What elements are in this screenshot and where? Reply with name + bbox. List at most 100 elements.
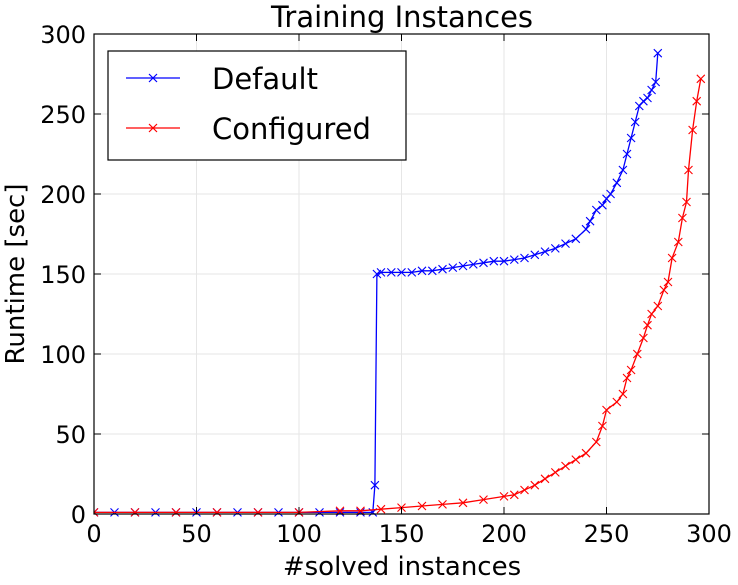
y-tick-label: 300 <box>40 21 86 49</box>
data-point-configured <box>571 455 581 464</box>
data-point-configured <box>673 237 683 247</box>
chart-title: Training Instances <box>270 0 533 34</box>
data-point-configured <box>550 468 560 477</box>
data-point-default <box>630 117 640 127</box>
x-tick-label: 100 <box>276 520 322 548</box>
data-point-default <box>448 263 458 272</box>
data-point-default <box>417 266 427 276</box>
data-point-configured <box>602 405 611 415</box>
data-point-configured <box>639 333 648 343</box>
data-point-default <box>427 266 437 276</box>
data-point-default <box>520 253 529 263</box>
x-tick-label: 250 <box>584 520 630 548</box>
x-tick-label: 150 <box>379 520 425 548</box>
data-point-configured <box>581 448 591 458</box>
legend-marker-configured <box>148 123 158 133</box>
data-point-configured <box>94 508 99 517</box>
series-layer <box>94 48 706 517</box>
data-point-configured <box>653 301 663 311</box>
data-point-default <box>468 260 478 269</box>
data-point-configured <box>520 485 529 495</box>
data-point-default <box>626 133 636 143</box>
data-point-configured <box>509 490 519 500</box>
data-point-default <box>479 258 488 268</box>
data-point-configured <box>626 365 636 375</box>
legend-marker-default <box>148 73 158 83</box>
data-point-configured <box>212 508 222 517</box>
data-point-default <box>550 244 560 253</box>
data-point-default <box>612 178 622 188</box>
y-axis-label: Runtime [sec] <box>1 184 31 365</box>
data-point-default <box>561 239 570 248</box>
legend-box <box>107 50 407 161</box>
data-point-default <box>438 264 447 274</box>
data-point-default <box>407 268 417 277</box>
data-point-configured <box>684 165 693 175</box>
data-point-configured <box>376 504 386 514</box>
y-tick-label: 150 <box>40 261 86 289</box>
data-point-configured <box>171 508 181 517</box>
y-tick-label: 100 <box>40 341 86 369</box>
data-point-configured <box>678 213 687 223</box>
data-point-configured <box>561 461 570 471</box>
data-point-configured <box>663 277 673 287</box>
data-point-configured <box>598 421 607 431</box>
x-tick-label: 0 <box>86 520 101 548</box>
x-tick-label: 200 <box>481 520 527 548</box>
data-point-configured <box>632 349 642 359</box>
y-tick-label: 50 <box>55 421 86 449</box>
x-axis-label: #solved instances <box>283 552 521 582</box>
data-point-default <box>598 200 607 210</box>
data-point-default <box>639 96 648 106</box>
data-point-configured <box>540 474 550 484</box>
data-point-default <box>530 250 540 260</box>
data-point-configured <box>479 495 488 504</box>
data-point-configured <box>659 285 669 295</box>
y-tick-label: 250 <box>40 101 86 129</box>
data-point-configured <box>618 389 628 399</box>
data-point-configured <box>591 437 601 447</box>
data-point-configured <box>696 74 706 84</box>
data-point-configured <box>253 508 263 517</box>
legend-label-configured: Configured <box>212 112 371 146</box>
x-tick-label: 50 <box>181 520 212 548</box>
data-point-default <box>581 224 591 234</box>
data-point-default <box>591 205 601 215</box>
data-point-default <box>335 508 345 517</box>
data-point-configured <box>417 501 427 511</box>
data-point-configured <box>530 480 540 490</box>
data-point-configured <box>612 397 622 407</box>
data-point-configured <box>643 320 652 330</box>
legend: Default Configured <box>107 50 407 161</box>
data-point-default <box>643 93 652 103</box>
data-point-configured <box>130 508 140 517</box>
data-point-default <box>397 268 406 277</box>
data-point-configured <box>682 197 691 207</box>
data-point-configured <box>692 96 702 106</box>
data-point-default <box>509 255 519 264</box>
data-point-default <box>540 247 550 256</box>
data-point-configured <box>499 492 509 501</box>
y-tick-label: 200 <box>40 181 86 209</box>
data-point-default <box>585 216 595 226</box>
data-point-default <box>315 508 324 517</box>
data-point-configured <box>667 253 677 263</box>
data-point-default <box>376 268 386 277</box>
data-point-default <box>571 234 581 244</box>
data-point-default <box>458 261 468 271</box>
axis-ticks: 0 50 100 150 200 250 300 0 50 100 150 200 250 300 <box>40 21 732 548</box>
legend-label-default: Default <box>212 62 318 96</box>
data-point-default <box>618 165 628 175</box>
data-point-default <box>653 48 663 58</box>
data-point-default <box>499 256 509 266</box>
data-point-configured <box>438 500 447 509</box>
data-point-configured <box>647 309 656 319</box>
x-tick-label: 300 <box>686 520 732 548</box>
y-tick-label: 0 <box>71 501 86 529</box>
data-point-configured <box>688 125 697 135</box>
data-point-default <box>647 85 656 95</box>
data-point-configured <box>458 498 468 508</box>
data-point-default <box>622 149 632 159</box>
data-point-default <box>386 268 396 277</box>
